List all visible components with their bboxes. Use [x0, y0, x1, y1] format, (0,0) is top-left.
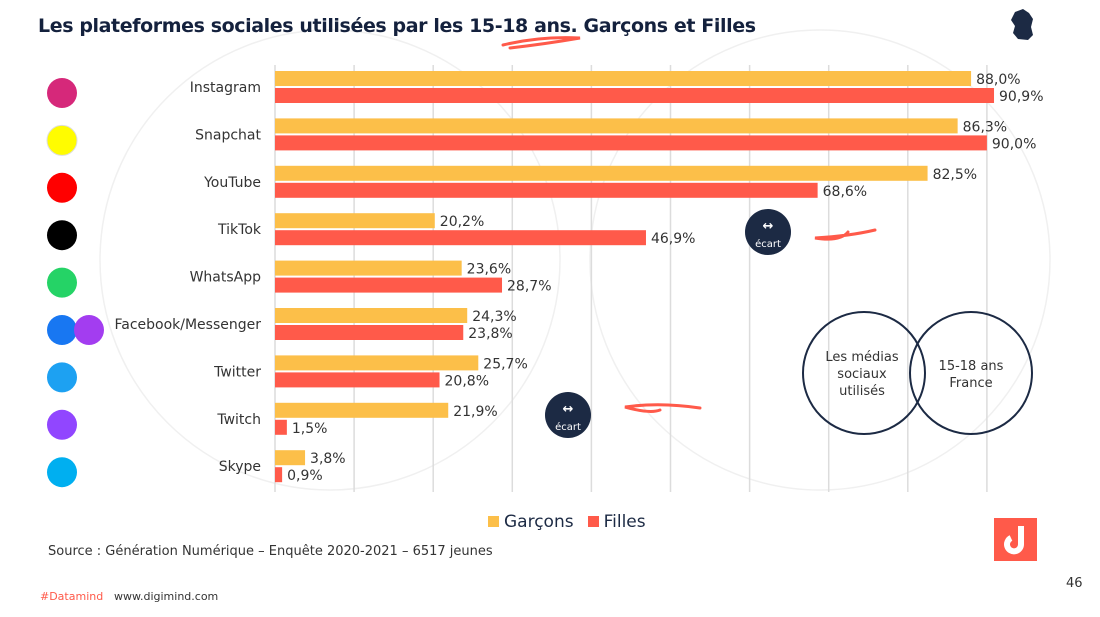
snapchat-icon	[46, 124, 78, 156]
bar-garcons	[275, 213, 435, 229]
bar-garcons	[275, 450, 306, 466]
legend-garcons: Garçons	[488, 512, 574, 532]
data-label: 23,6%	[467, 262, 511, 278]
ecart-label: écart	[555, 421, 581, 433]
bar-garcons	[275, 308, 468, 323]
legend-filles: Filles	[587, 512, 646, 532]
twitter-icon	[47, 362, 77, 393]
bar-garcons	[275, 165, 928, 181]
instagram-icon	[47, 78, 77, 108]
data-label: 46,9%	[651, 231, 695, 247]
data-label: 86,3%	[963, 119, 1007, 135]
whatsapp-icon	[47, 267, 77, 298]
category-label: Snapchat	[195, 127, 261, 143]
data-label: 24,3%	[472, 309, 516, 325]
bar-filles	[275, 419, 287, 435]
category-label: Skype	[219, 459, 261, 475]
red-arrow	[814, 228, 877, 241]
data-label: 1,5%	[292, 421, 328, 437]
venn-left-text: utilisés	[839, 384, 885, 399]
venn-left-text: sociaux	[837, 367, 887, 382]
venn-circle-right	[909, 311, 1033, 435]
category-label: YouTube	[203, 175, 261, 191]
category-label: Instagram	[190, 80, 261, 96]
data-label: 28,7%	[507, 279, 551, 295]
data-label: 0,9%	[287, 468, 323, 484]
underline-swash	[501, 36, 581, 50]
data-label: 3,8%	[310, 451, 346, 467]
source-note: Source : Génération Numérique – Enquête …	[48, 544, 493, 559]
data-label: 25,7%	[483, 356, 527, 372]
category-label: Twitter	[213, 364, 261, 380]
legend: Garçons Filles	[488, 512, 646, 532]
venn-circle-left	[802, 311, 926, 435]
messenger-icon	[74, 315, 104, 345]
background-circle	[589, 29, 1051, 491]
category-label: TikTok	[217, 222, 262, 238]
data-label: 20,8%	[445, 373, 489, 389]
double-arrow-icon: ↔	[563, 402, 574, 417]
bar-filles	[275, 372, 440, 388]
digimind-logo	[994, 518, 1037, 561]
hashtag: #Datamind	[40, 590, 104, 603]
page-title: Les plateformes sociales utilisées par l…	[38, 15, 756, 37]
bar-filles	[275, 182, 818, 198]
bar-garcons	[275, 355, 479, 371]
skype-icon	[47, 457, 77, 488]
venn-left-text: Les médias	[825, 350, 898, 365]
tiktok-icon	[47, 220, 77, 251]
twitch-icon	[47, 409, 77, 440]
data-label: 21,9%	[453, 404, 497, 420]
red-arrow	[624, 403, 702, 413]
data-label: 23,8%	[468, 326, 512, 342]
category-label: WhatsApp	[190, 270, 262, 286]
bar-filles	[275, 325, 464, 340]
venn-right-text: France	[949, 376, 992, 391]
page-number: 46	[1066, 576, 1083, 591]
data-label: 90,0%	[992, 136, 1036, 152]
ecart-badge	[745, 209, 791, 255]
category-label: Facebook/Messenger	[114, 317, 261, 333]
venn-right-text: 15-18 ans	[939, 359, 1004, 374]
data-label: 82,5%	[933, 167, 977, 183]
bar-filles	[275, 277, 503, 293]
data-label: 88,0%	[976, 72, 1020, 88]
category-label: Twitch	[216, 412, 261, 428]
ecart-badge	[545, 392, 591, 438]
bar-filles	[275, 88, 995, 103]
bar-garcons	[275, 71, 972, 86]
facebook-messenger-icon	[47, 315, 77, 345]
youtube-icon	[47, 172, 77, 203]
bar-filles	[275, 135, 987, 151]
data-label: 90,9%	[999, 89, 1043, 105]
background-circle	[99, 29, 561, 491]
website-link[interactable]: www.digimind.com	[114, 590, 219, 603]
legend-filles-label: Filles	[603, 512, 646, 532]
france-map-icon	[1011, 9, 1033, 40]
bar-garcons	[275, 260, 462, 276]
bar-garcons	[275, 118, 958, 134]
bar-garcons	[275, 402, 449, 418]
bar-filles	[275, 230, 646, 246]
legend-garcons-label: Garçons	[504, 512, 574, 532]
bar-filles	[275, 467, 283, 483]
data-label: 20,2%	[440, 214, 484, 230]
data-label: 68,6%	[823, 184, 867, 200]
ecart-label: écart	[755, 238, 781, 250]
double-arrow-icon: ↔	[763, 219, 774, 234]
